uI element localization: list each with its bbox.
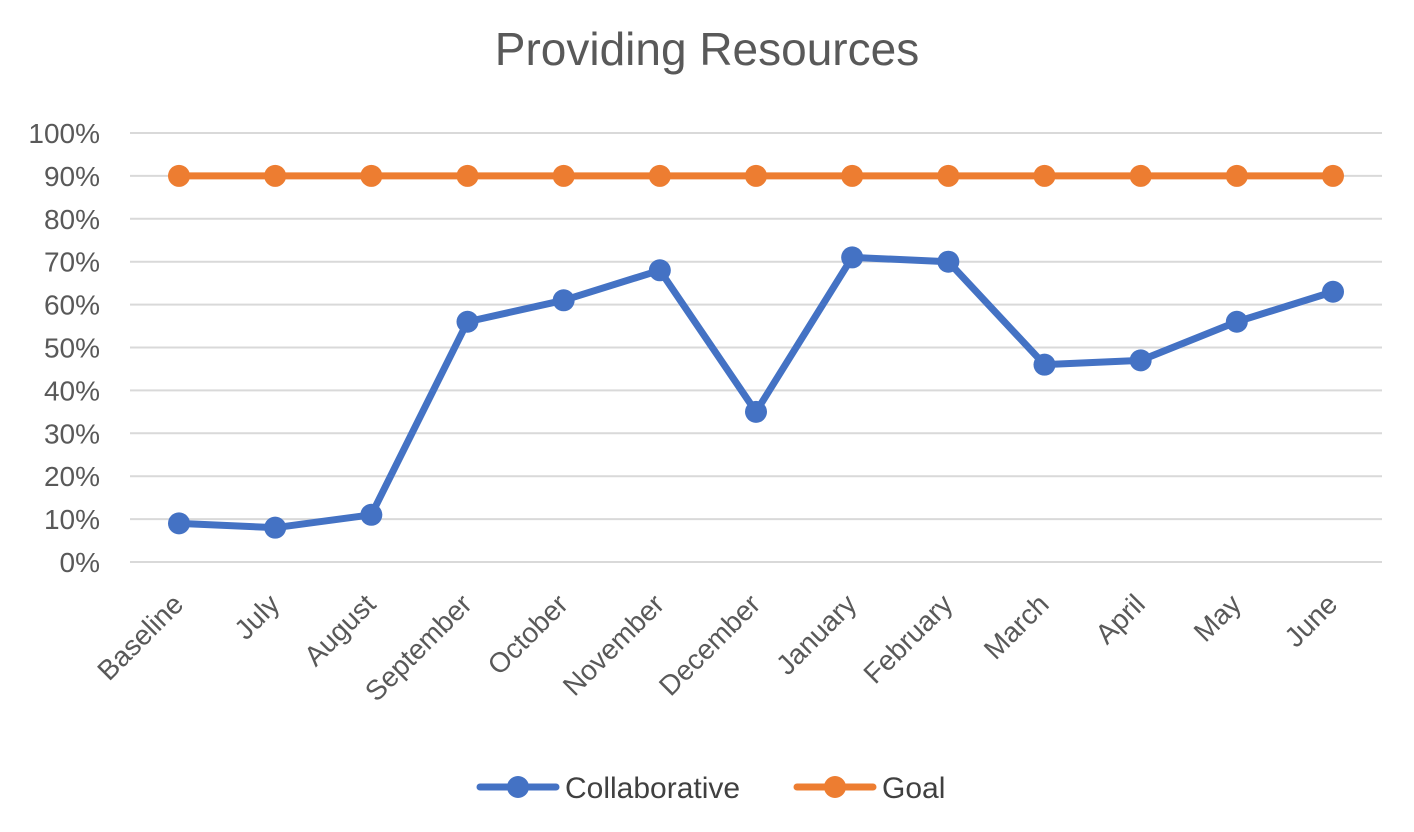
data-point-collaborative <box>552 289 575 312</box>
gridlines <box>130 132 1382 563</box>
data-point-collaborative <box>841 246 864 269</box>
y-tick-label: 30% <box>44 418 100 449</box>
data-point-collaborative <box>456 310 479 333</box>
data-point-goal <box>360 164 383 187</box>
y-tick-label: 90% <box>44 161 100 192</box>
data-point-goal <box>1225 164 1248 187</box>
y-tick-label: 80% <box>44 204 100 235</box>
x-tick-label: May <box>1188 588 1247 647</box>
y-tick-label: 40% <box>44 375 100 406</box>
x-tick-label: November <box>557 588 670 701</box>
x-tick-label: March <box>978 588 1055 665</box>
data-point-collaborative <box>360 503 383 526</box>
x-tick-label: December <box>653 588 766 701</box>
x-tick-label: August <box>298 588 382 672</box>
legend: Collaborative Goal <box>476 772 945 805</box>
series-layer <box>168 164 1344 539</box>
legend-label: Goal <box>882 772 945 805</box>
data-point-goal <box>456 164 479 187</box>
y-tick-label: 0% <box>60 547 100 578</box>
data-point-goal <box>168 164 190 187</box>
data-point-collaborative <box>264 516 287 539</box>
x-tick-label: July <box>228 588 285 645</box>
data-point-goal <box>1033 164 1056 187</box>
series-line-collaborative <box>175 253 1337 532</box>
y-tick-label: 100% <box>28 118 100 149</box>
legend-item-goal: Goal <box>793 772 945 805</box>
data-point-collaborative <box>745 400 767 423</box>
legend-label: Collaborative <box>565 772 740 805</box>
data-point-goal <box>648 164 671 187</box>
data-point-collaborative <box>1322 280 1344 303</box>
y-tick-label: 70% <box>44 247 100 278</box>
legend-item-collaborative: Collaborative <box>476 772 740 805</box>
data-point-goal <box>841 164 864 187</box>
data-point-collaborative <box>1129 349 1152 372</box>
data-point-collaborative <box>648 259 671 282</box>
series-collaborative <box>168 246 1344 539</box>
data-point-goal <box>937 164 960 187</box>
x-tick-label: June <box>1278 588 1343 653</box>
x-tick-label: January <box>770 588 862 680</box>
series-goal <box>168 164 1344 187</box>
y-tick-label: 50% <box>44 333 100 364</box>
data-point-goal <box>745 164 767 187</box>
data-point-collaborative <box>1033 353 1056 376</box>
data-point-collaborative <box>937 250 960 273</box>
x-tick-label: February <box>857 588 958 689</box>
y-tick-label: 60% <box>44 290 100 321</box>
data-point-goal <box>264 164 287 187</box>
x-tick-label: October <box>482 588 574 680</box>
data-point-collaborative <box>168 512 190 535</box>
data-point-collaborative <box>1225 310 1248 333</box>
y-axis-tick-labels: 0% 10% 20% 30% 40% 50% 60% 70% 80% 90% 100% <box>28 118 100 578</box>
chart-title: Providing Resources <box>494 23 920 75</box>
y-tick-label: 20% <box>44 461 100 492</box>
legend-swatch-marker <box>507 776 529 798</box>
y-tick-label: 10% <box>44 504 100 535</box>
data-point-goal <box>1322 164 1344 187</box>
legend-swatch-marker <box>824 776 846 798</box>
x-tick-label: April <box>1089 588 1151 650</box>
data-point-goal <box>552 164 575 187</box>
x-tick-label: Baseline <box>91 588 189 686</box>
data-point-goal <box>1129 164 1152 187</box>
